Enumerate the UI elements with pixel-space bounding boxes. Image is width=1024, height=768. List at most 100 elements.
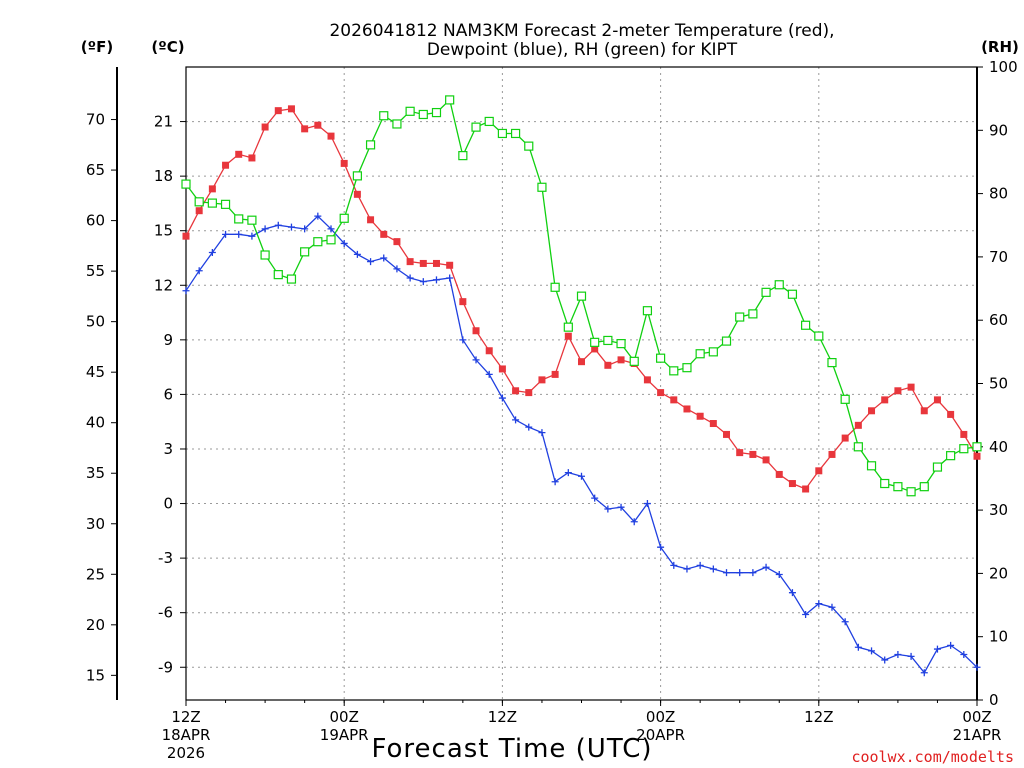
data-point bbox=[642, 306, 653, 316]
celsius-axis: -9 -6 -3 0 3 6 9 12 15 18 21 bbox=[154, 113, 186, 676]
celsius-tick-label: 3 bbox=[163, 440, 173, 458]
time-tick-year: 2026 bbox=[167, 744, 205, 762]
data-point bbox=[326, 235, 336, 245]
data-point bbox=[655, 353, 666, 363]
data-point bbox=[260, 250, 270, 260]
data-point bbox=[525, 423, 533, 431]
data-point bbox=[802, 485, 810, 493]
fahrenheit-tick-label: 20 bbox=[86, 616, 105, 634]
rh-tick-label: 80 bbox=[989, 185, 1008, 203]
data-point bbox=[682, 363, 692, 373]
data-point bbox=[695, 349, 705, 359]
fahrenheit-tick-label: 60 bbox=[86, 212, 105, 230]
data-point bbox=[208, 249, 216, 257]
time-tick-label: 12Z bbox=[488, 708, 517, 726]
data-point bbox=[788, 480, 796, 488]
data-point bbox=[590, 337, 600, 347]
data-point bbox=[564, 469, 572, 477]
data-point bbox=[881, 656, 889, 664]
data-point bbox=[274, 107, 282, 115]
data-point bbox=[537, 182, 547, 192]
data-point bbox=[762, 563, 770, 571]
data-point bbox=[472, 356, 480, 364]
data-point bbox=[261, 123, 269, 131]
time-tick-label: 00Z bbox=[646, 708, 675, 726]
data-point bbox=[248, 232, 256, 240]
data-point bbox=[709, 565, 717, 573]
data-point bbox=[907, 652, 915, 660]
data-point bbox=[723, 569, 731, 577]
data-point bbox=[498, 365, 506, 373]
data-point bbox=[261, 225, 269, 233]
rh-tick-label: 0 bbox=[989, 691, 999, 709]
fahrenheit-tick-label: 45 bbox=[86, 363, 105, 381]
data-point bbox=[458, 151, 468, 161]
rh-unit-label: (RH) bbox=[981, 38, 1019, 56]
data-point bbox=[576, 291, 587, 301]
data-point bbox=[538, 429, 546, 437]
celsius-tick-label: -9 bbox=[158, 658, 173, 676]
data-point bbox=[551, 478, 559, 486]
data-point bbox=[578, 358, 585, 366]
data-point bbox=[881, 396, 889, 404]
data-point bbox=[866, 461, 877, 471]
data-point bbox=[512, 416, 520, 424]
data-point bbox=[525, 389, 533, 397]
data-point bbox=[339, 213, 349, 223]
time-tick-date: 20APR bbox=[636, 726, 685, 744]
data-point bbox=[841, 434, 849, 442]
data-point bbox=[419, 278, 427, 286]
data-point bbox=[947, 410, 955, 418]
celsius-tick-label: -6 bbox=[158, 604, 173, 622]
fahrenheit-unit-label: (ºF) bbox=[81, 38, 113, 56]
celsius-tick-label: 0 bbox=[163, 495, 173, 513]
chart-title: 2026041812 NAM3KM Forecast 2-meter Tempe… bbox=[329, 21, 834, 60]
data-point bbox=[392, 119, 402, 129]
data-point bbox=[365, 140, 376, 150]
data-point bbox=[801, 320, 811, 330]
data-point bbox=[932, 462, 943, 472]
x-axis-label: Forecast Time (UTC) bbox=[371, 734, 652, 764]
data-point bbox=[748, 309, 758, 319]
data-point bbox=[828, 603, 836, 611]
data-point bbox=[708, 347, 718, 357]
data-point bbox=[960, 430, 968, 438]
celsius-unit-label: (ºC) bbox=[151, 38, 184, 56]
data-point bbox=[300, 247, 310, 257]
data-point bbox=[736, 569, 744, 577]
data-point bbox=[933, 645, 941, 653]
data-point bbox=[814, 331, 824, 341]
data-point bbox=[591, 494, 599, 502]
data-point bbox=[854, 643, 862, 651]
celsius-tick-label: -3 bbox=[158, 549, 173, 567]
data-point bbox=[972, 442, 982, 452]
data-point bbox=[471, 122, 481, 132]
data-point bbox=[723, 430, 731, 438]
data-point bbox=[907, 383, 915, 391]
data-point bbox=[550, 282, 560, 292]
data-point bbox=[604, 505, 612, 513]
rh-axis: 0 10 20 30 40 50 60 70 80 90 100 bbox=[977, 58, 1018, 709]
axes bbox=[185, 66, 978, 701]
data-point bbox=[418, 109, 428, 120]
data-point bbox=[841, 618, 849, 626]
data-point bbox=[670, 396, 678, 404]
series-2-meter-temperature bbox=[182, 105, 981, 493]
time-tick-label: 12Z bbox=[804, 708, 833, 726]
data-point bbox=[472, 327, 480, 335]
data-point bbox=[683, 565, 691, 573]
gridlines bbox=[186, 67, 977, 700]
data-point bbox=[222, 230, 230, 238]
data-point bbox=[287, 105, 295, 113]
time-tick-label: 00Z bbox=[330, 708, 359, 726]
rh-tick-label: 90 bbox=[989, 121, 1008, 139]
celsius-tick-label: 12 bbox=[154, 276, 173, 294]
data-point bbox=[591, 345, 599, 353]
data-point bbox=[431, 107, 442, 118]
data-point bbox=[287, 223, 295, 231]
data-point bbox=[947, 641, 955, 649]
data-point bbox=[721, 336, 732, 346]
data-point bbox=[959, 444, 969, 454]
